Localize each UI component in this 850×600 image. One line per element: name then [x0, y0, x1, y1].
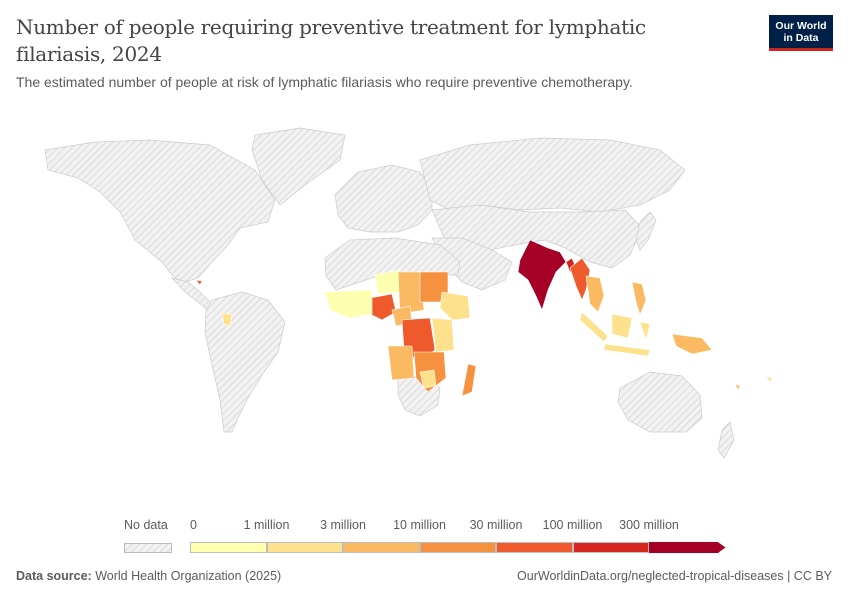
country-zimbabwe [419, 369, 437, 389]
legend-color-swatch [190, 542, 267, 553]
country-guyana [221, 313, 233, 327]
north-america [44, 139, 276, 284]
chart-subtitle: The estimated number of people at risk o… [16, 74, 633, 90]
country-philippines [631, 281, 647, 316]
owid-logo[interactable]: Our World in Data [769, 15, 833, 51]
country-pacific-island-2 [765, 375, 773, 383]
country-indonesia-borneo [611, 313, 633, 339]
country-central-african-belt [397, 271, 425, 315]
world-map[interactable] [0, 100, 850, 505]
no-data-landmasses [44, 127, 735, 459]
legend-tick-label: 3 million [320, 518, 366, 532]
legend-color-swatch [266, 542, 343, 553]
color-legend: No data 0 1 million 3 million 10 million 30 … [0, 512, 850, 562]
greenland [251, 127, 346, 206]
south-america [204, 291, 286, 433]
country-madagascar [461, 363, 477, 397]
chart-title: Number of people requiring preventive tr… [16, 15, 646, 66]
country-indonesia-java [603, 343, 651, 357]
country-pacific-island-1 [734, 383, 741, 391]
country-indochina [585, 275, 605, 313]
legend-color-swatch [572, 542, 649, 553]
legend-tick-label: 10 million [393, 518, 446, 532]
country-ethiopia [439, 291, 471, 321]
australia [617, 371, 703, 433]
legend-no-data-swatch [124, 543, 172, 553]
legend-color-swatch [343, 542, 420, 553]
countries-with-data [195, 239, 773, 397]
country-myanmar [569, 257, 591, 301]
japan [635, 211, 657, 251]
country-angola [387, 345, 415, 381]
legend-tick-label: 0 [190, 518, 197, 532]
europe [334, 164, 433, 233]
legend-color-swatch [419, 542, 496, 553]
data-source: Data source: World Health Organization (… [16, 569, 281, 583]
legend-tick-label: 100 million [542, 518, 603, 532]
data-source-label: Data source: [16, 569, 92, 583]
logo-line-2: in Data [783, 32, 819, 44]
country-papua [671, 333, 713, 355]
source-url[interactable]: OurWorldinData.org/neglected-tropical-di… [517, 569, 832, 583]
logo-line-1: Our World [775, 20, 827, 32]
legend-tick-label: 1 million [243, 518, 290, 532]
country-west-africa [324, 289, 373, 319]
country-east-africa [431, 317, 455, 353]
country-haiti [195, 279, 203, 286]
country-nigeria [369, 293, 397, 321]
legend-color-swatch [496, 542, 573, 553]
country-india [517, 239, 567, 311]
new-zealand [717, 421, 735, 459]
country-sulawesi [639, 321, 651, 342]
legend-tick-label: 300 million [619, 518, 679, 532]
legend-tick-label: 30 million [469, 518, 523, 532]
country-indonesia-sumatra [579, 311, 609, 343]
russia-north-asia [419, 137, 686, 213]
data-source-value[interactable]: World Health Organization (2025) [95, 569, 282, 583]
legend-color-swatch [649, 542, 726, 553]
legend-no-data-label: No data [124, 518, 168, 532]
